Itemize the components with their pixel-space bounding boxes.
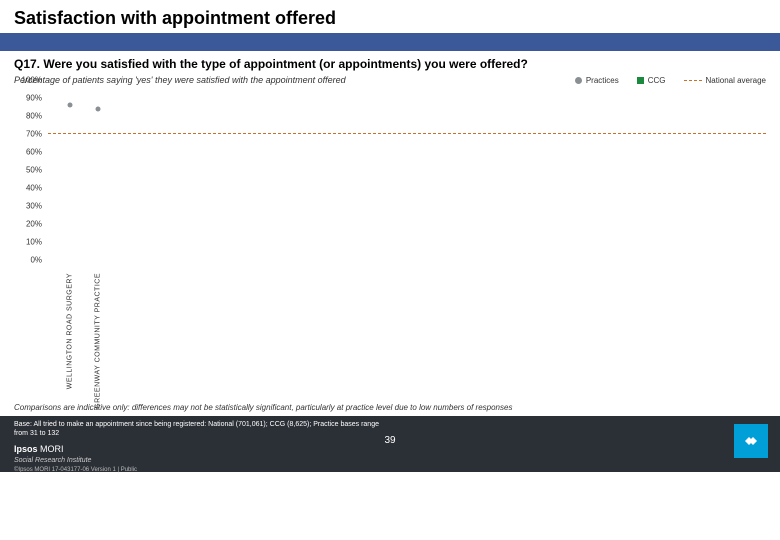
practice-point	[67, 103, 72, 108]
footer-base: Base: All tried to make an appointment s…	[14, 420, 394, 438]
y-tick-label: 80%	[14, 112, 42, 121]
footer-brand: Ipsos MORI Social Research Institute	[14, 444, 766, 465]
practice-point	[96, 106, 101, 111]
y-tick-label: 30%	[14, 202, 42, 211]
x-axis-labels: WELLINGTON ROAD SURGERYGREENWAY COMMUNIT…	[48, 269, 766, 399]
y-tick-label: 20%	[14, 220, 42, 229]
y-tick-label: 40%	[14, 184, 42, 193]
y-tick-label: 100%	[14, 76, 42, 85]
page-title: Satisfaction with appointment offered	[14, 8, 766, 29]
footer: Base: All tried to make an appointment s…	[0, 416, 780, 472]
legend-ccg-label: CCG	[648, 76, 666, 85]
comparison-note: Comparisons are indicative only: differe…	[0, 399, 780, 416]
x-tick-label: WELLINGTON ROAD SURGERY	[66, 273, 73, 389]
y-tick-label: 60%	[14, 148, 42, 157]
page-number: 39	[384, 434, 395, 447]
brand-bold: Ipsos	[14, 444, 38, 454]
legend-national-label: National average	[706, 76, 766, 85]
footer-copyright: ©Ipsos MORI 17-043177-06 Version 1 | Pub…	[14, 467, 766, 475]
y-tick-label: 70%	[14, 130, 42, 139]
legend-practices: Practices	[575, 76, 619, 85]
legend-practices-label: Practices	[586, 76, 619, 85]
x-tick-label: GREENWAY COMMUNITY PRACTICE	[95, 273, 102, 409]
y-tick-label: 10%	[14, 238, 42, 247]
question-text: Q17. Were you satisfied with the type of…	[0, 51, 780, 73]
ccg-marker-icon	[637, 77, 644, 84]
legend-row: Percentage of patients saying 'yes' they…	[0, 73, 780, 89]
legend-ccg: CCG	[637, 76, 666, 85]
chart-subtitle: Percentage of patients saying 'yes' they…	[14, 75, 557, 85]
y-tick-label: 90%	[14, 94, 42, 103]
chart-area: 0%10%20%30%40%50%60%70%80%90%100%	[14, 89, 766, 269]
header-bar	[0, 33, 780, 51]
national-line-icon	[684, 80, 702, 81]
brand-light: MORI	[38, 444, 64, 454]
brand-sub: Social Research Institute	[14, 457, 91, 464]
national-average-line	[48, 133, 766, 134]
legend-national: National average	[684, 76, 766, 85]
y-tick-label: 0%	[14, 256, 42, 265]
chart-plot	[48, 89, 766, 269]
y-tick-label: 50%	[14, 166, 42, 175]
ipsos-logo-icon	[734, 424, 768, 458]
practices-marker-icon	[575, 77, 582, 84]
